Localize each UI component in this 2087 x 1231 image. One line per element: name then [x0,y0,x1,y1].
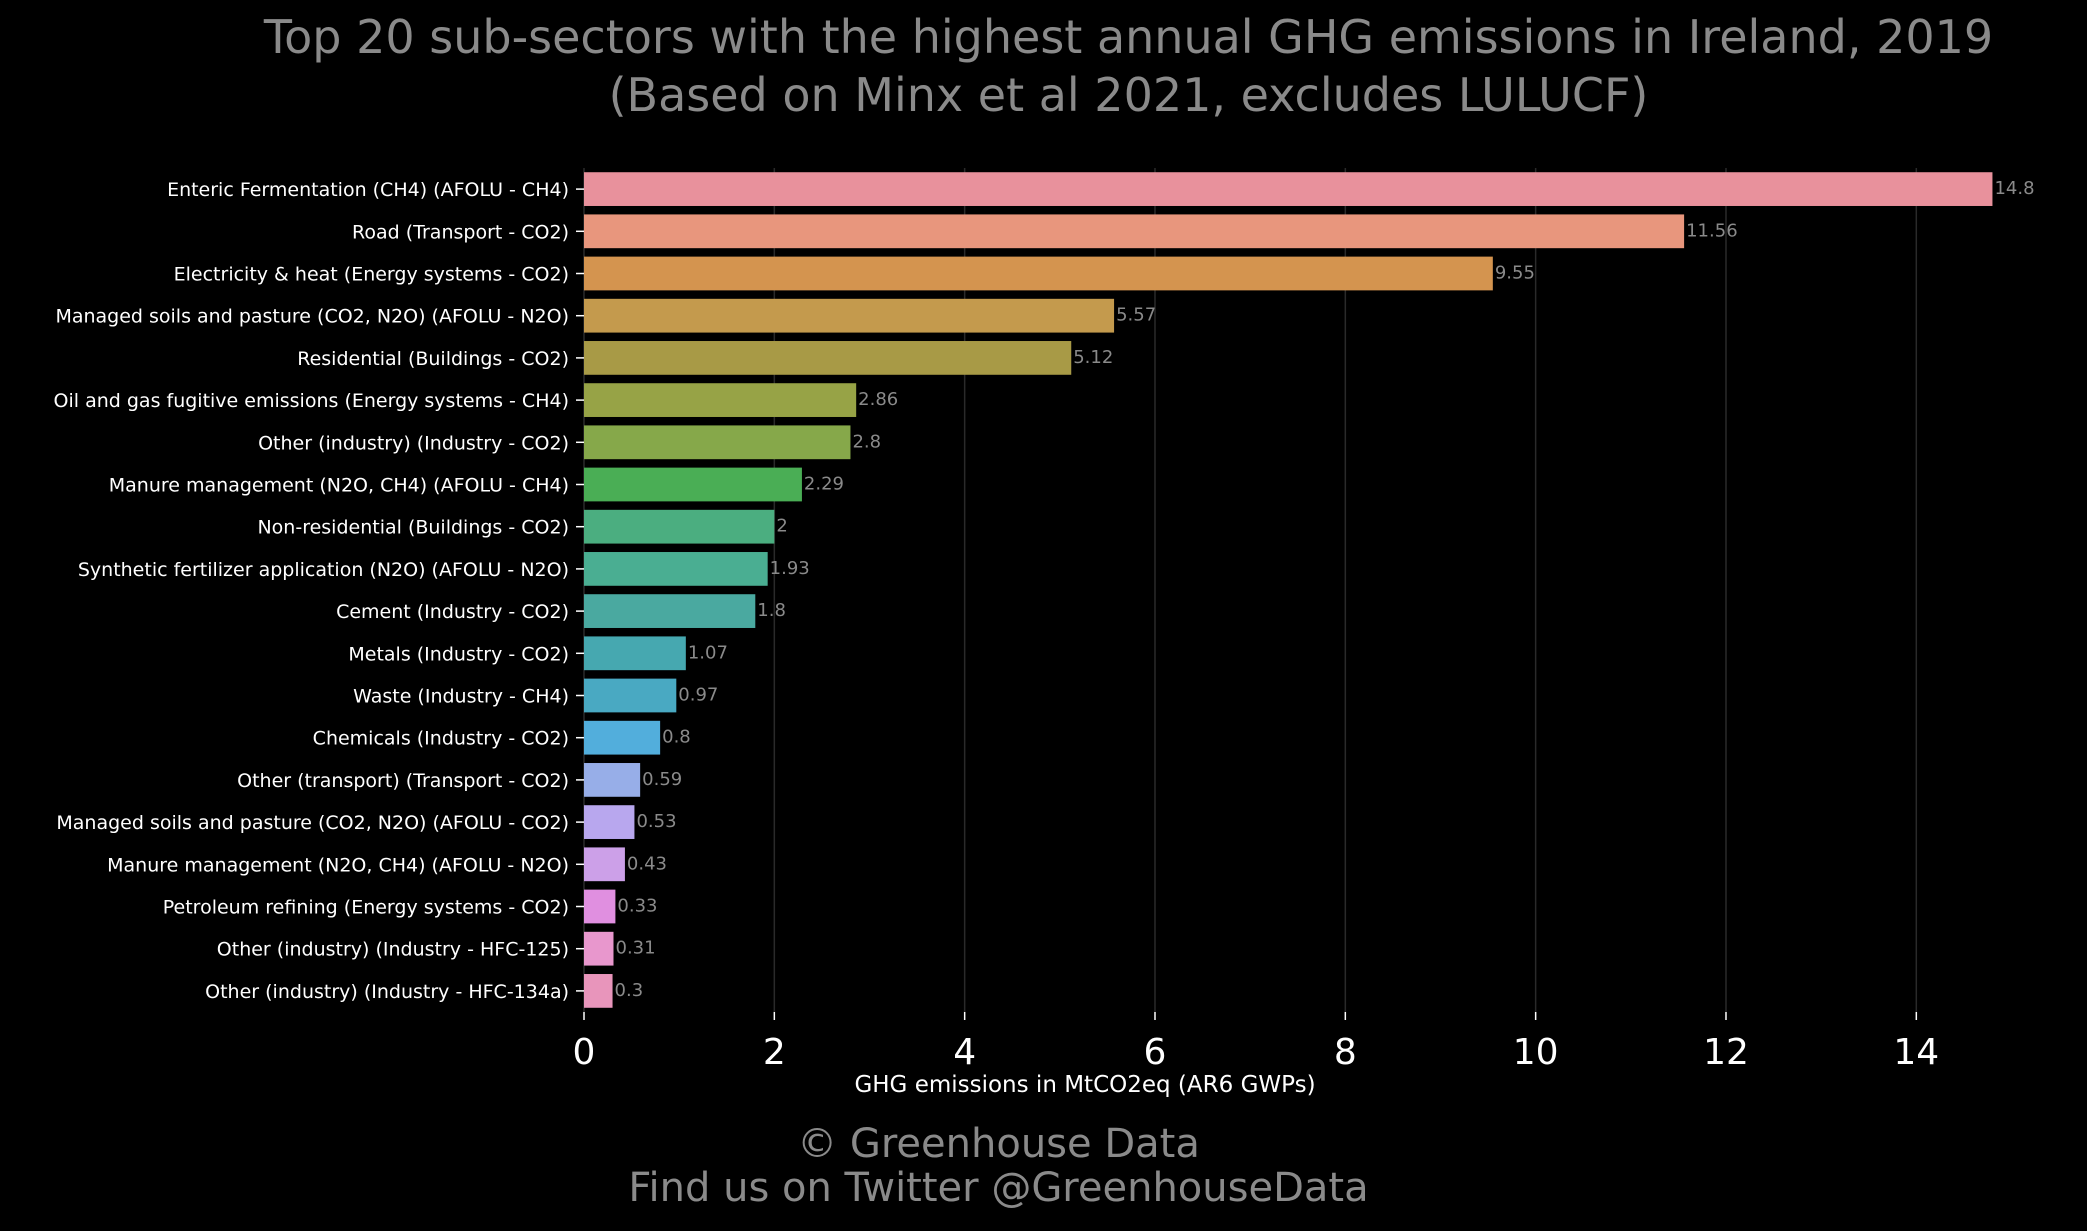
category-label: Residential (Buildings - CO2) [297,348,569,370]
bar [584,763,641,797]
category-label: Petroleum refining (Energy systems - CO2… [163,897,569,919]
value-label: 14.8 [1994,178,2034,199]
bar [584,298,1115,333]
bar [584,341,1072,375]
value-label: 9.55 [1495,263,1535,284]
value-label: 0.31 [616,938,656,959]
x-tick-label: 10 [1513,1032,1559,1073]
footer-block: © Greenhouse Data Find us on Twitter @Gr… [0,1122,2087,1210]
value-label: 0.33 [617,896,657,917]
bar [584,678,677,713]
x-tick-label: 0 [573,1032,596,1073]
category-label: Other (industry) (Industry - HFC-134a) [205,981,569,1003]
chart-title-block: Top 20 sub-sectors with the highest annu… [0,8,2087,124]
bar [584,720,661,755]
value-label: 11.56 [1686,220,1738,241]
category-label: Managed soils and pasture (CO2, N2O) (AF… [56,812,569,834]
category-label: Cement (Industry - CO2) [336,601,569,623]
category-label: Other (industry) (Industry - HFC-125) [217,939,569,961]
value-label: 2.8 [852,431,881,452]
value-label: 1.07 [688,642,728,663]
value-labels: 14.8 11.56 9.55 5.575.12 2.86 2.8 2.29 2 1.93 1.8… [615,178,2035,1001]
bar [584,467,802,502]
category-label: Chemicals (Industry - CO2) [313,728,569,750]
footer-copyright: © Greenhouse Data [797,1121,1200,1167]
value-label: 0.3 [615,980,644,1001]
bar [584,172,1993,206]
value-label: 5.12 [1073,347,1113,368]
category-label: Synthetic fertilizer application (N2O) (… [78,559,569,581]
value-label: 2.29 [804,474,844,495]
category-label: Other (transport) (Transport - CO2) [237,770,569,792]
bar [584,847,625,882]
value-label: 0.8 [662,727,691,748]
x-axis: 0 2 4 6 8 10 12 14 [573,1012,1939,1073]
category-label: Road (Transport - CO2) [352,221,569,243]
category-labels: Enteric Fermentation (CH4) (AFOLU - CH4)… [54,179,584,1003]
value-label: 5.57 [1116,305,1156,326]
category-label: Other (industry) (Industry - CO2) [258,432,569,454]
category-label: Manure management (N2O, CH4) (AFOLU - N2… [107,854,569,876]
category-label: Waste (Industry - CH4) [353,686,569,708]
bar [584,931,614,966]
value-label: 1.8 [757,600,786,621]
value-label: 2 [776,516,787,537]
category-label: Oil and gas fugitive emissions (Energy s… [54,390,569,412]
value-label: 0.97 [678,685,718,706]
bars [584,172,1993,1008]
value-label: 1.93 [770,558,810,579]
value-label: 0.53 [636,811,676,832]
x-tick-label: 6 [1144,1032,1167,1073]
bar [584,425,851,460]
chart-title: Top 20 sub-sectors with the highest annu… [263,10,1994,64]
value-label: 0.43 [627,853,667,874]
bar [584,594,756,628]
bar [584,509,775,544]
value-label: 0.59 [642,769,682,790]
bar [584,256,1493,291]
chart-subtitle: (Based on Minx et al 2021, excludes LULU… [608,68,1649,122]
grid-lines [583,168,1918,1012]
x-tick-label: 12 [1703,1032,1749,1073]
footer-twitter: Find us on Twitter @GreenhouseData [628,1165,1369,1211]
value-label: 2.86 [858,389,898,410]
bar [584,636,686,671]
category-label: Managed soils and pasture (CO2, N2O) (AF… [55,306,569,328]
bar [584,214,1685,249]
x-tick-label: 14 [1893,1032,1939,1073]
category-label: Manure management (N2O, CH4) (AFOLU - CH… [109,475,569,497]
category-label: Non-residential (Buildings - CO2) [257,517,569,539]
bar [584,552,768,586]
x-tick-label: 8 [1334,1032,1357,1073]
category-label: Electricity & heat (Energy systems - CO2… [174,264,569,286]
bar [584,805,635,839]
category-label: Metals (Industry - CO2) [348,643,569,665]
category-label: Enteric Fermentation (CH4) (AFOLU - CH4) [167,179,569,201]
x-tick-label: 4 [953,1032,976,1073]
x-axis-label: GHG emissions in MtCO2eq (AR6 GWPs) [854,1072,1315,1098]
bar [584,974,613,1008]
x-tick-label: 2 [763,1032,786,1073]
bar [584,889,616,924]
bar [584,383,857,417]
